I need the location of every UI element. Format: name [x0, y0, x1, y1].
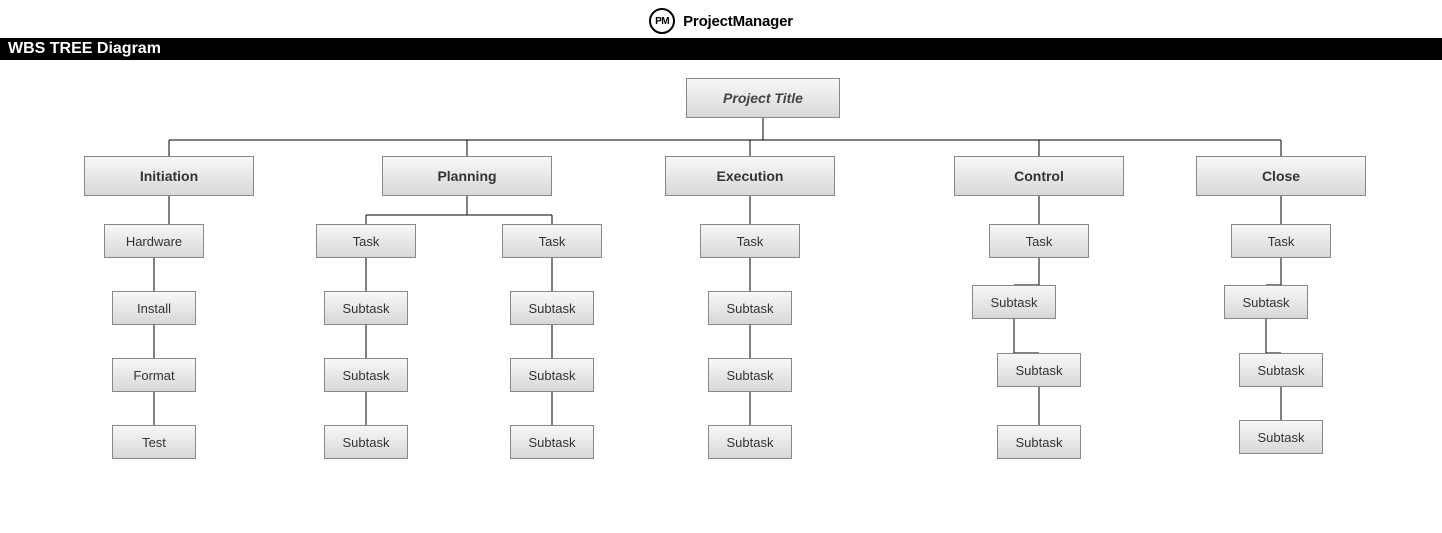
phase-initiation-task-0-sub-2: Test [112, 425, 196, 459]
phase-planning-task-0-sub-0: Subtask [324, 291, 408, 325]
phase-execution-task-0-sub-0: Subtask [708, 291, 792, 325]
phase-close-task-0-sub-0: Subtask [1224, 285, 1308, 319]
phase-planning-task-0: Task [316, 224, 416, 258]
phase-execution-task-0-sub-2: Subtask [708, 425, 792, 459]
phase-control: Control [954, 156, 1124, 196]
phase-execution-task-0-sub-1-label: Subtask [727, 368, 774, 383]
phase-execution-task-0: Task [700, 224, 800, 258]
root-node: Project Title [686, 78, 840, 118]
brand-name: ProjectManager [683, 13, 793, 30]
phase-control-task-0-label: Task [1026, 234, 1053, 249]
phase-control-task-0-sub-2-label: Subtask [1016, 435, 1063, 450]
phase-control-task-0-sub-0: Subtask [972, 285, 1056, 319]
phase-planning-task-0-sub-0-label: Subtask [343, 301, 390, 316]
phase-close-task-0-sub-2-label: Subtask [1258, 430, 1305, 445]
phase-initiation-task-0: Hardware [104, 224, 204, 258]
phase-control-task-0: Task [989, 224, 1089, 258]
phase-initiation: Initiation [84, 156, 254, 196]
phase-planning-label: Planning [437, 168, 496, 184]
phase-planning-task-1-sub-0: Subtask [510, 291, 594, 325]
phase-planning-task-1-label: Task [539, 234, 566, 249]
phase-planning-task-1-sub-0-label: Subtask [529, 301, 576, 316]
phase-planning-task-0-sub-1-label: Subtask [343, 368, 390, 383]
phase-execution: Execution [665, 156, 835, 196]
phase-control-task-0-sub-1: Subtask [997, 353, 1081, 387]
phase-execution-task-0-sub-2-label: Subtask [727, 435, 774, 450]
phase-initiation-task-0-label: Hardware [126, 234, 182, 249]
phase-execution-task-0-sub-0-label: Subtask [727, 301, 774, 316]
wbs-tree-diagram: Project Title Initiation Hardware Install Fo… [0, 60, 1442, 520]
root-node-label: Project Title [723, 90, 803, 106]
phase-planning: Planning [382, 156, 552, 196]
phase-close: Close [1196, 156, 1366, 196]
phase-close-task-0-sub-1-label: Subtask [1258, 363, 1305, 378]
phase-execution-task-0-label: Task [737, 234, 764, 249]
phase-planning-task-0-sub-1: Subtask [324, 358, 408, 392]
phase-close-label: Close [1262, 168, 1300, 184]
logo-circle-icon: PM [649, 8, 675, 34]
phase-planning-task-1-sub-1: Subtask [510, 358, 594, 392]
phase-execution-task-0-sub-1: Subtask [708, 358, 792, 392]
phase-close-task-0-label: Task [1268, 234, 1295, 249]
brand-logo: PM ProjectManager [649, 8, 793, 34]
title-bar: WBS TREE Diagram [0, 38, 1442, 60]
phase-initiation-task-0-sub-1: Format [112, 358, 196, 392]
phase-planning-task-1-sub-2-label: Subtask [529, 435, 576, 450]
phase-planning-task-0-sub-2-label: Subtask [343, 435, 390, 450]
phase-close-task-0-sub-0-label: Subtask [1243, 295, 1290, 310]
phase-control-task-0-sub-2: Subtask [997, 425, 1081, 459]
phase-control-label: Control [1014, 168, 1064, 184]
phase-close-task-0: Task [1231, 224, 1331, 258]
phase-initiation-task-0-sub-0: Install [112, 291, 196, 325]
phase-planning-task-0-sub-2: Subtask [324, 425, 408, 459]
phase-planning-task-1-sub-1-label: Subtask [529, 368, 576, 383]
phase-initiation-task-0-sub-1-label: Format [133, 368, 174, 383]
phase-execution-label: Execution [717, 168, 784, 184]
phase-close-task-0-sub-1: Subtask [1239, 353, 1323, 387]
title-bar-text: WBS TREE Diagram [8, 40, 161, 57]
phase-control-task-0-sub-0-label: Subtask [991, 295, 1038, 310]
phase-initiation-task-0-sub-0-label: Install [137, 301, 171, 316]
brand-header: PM ProjectManager [0, 0, 1442, 38]
logo-initials: PM [655, 16, 669, 27]
phase-close-task-0-sub-2: Subtask [1239, 420, 1323, 454]
phase-initiation-task-0-sub-2-label: Test [142, 435, 166, 450]
phase-control-task-0-sub-1-label: Subtask [1016, 363, 1063, 378]
phase-planning-task-1: Task [502, 224, 602, 258]
phase-initiation-label: Initiation [140, 168, 198, 184]
phase-planning-task-1-sub-2: Subtask [510, 425, 594, 459]
phase-planning-task-0-label: Task [353, 234, 380, 249]
